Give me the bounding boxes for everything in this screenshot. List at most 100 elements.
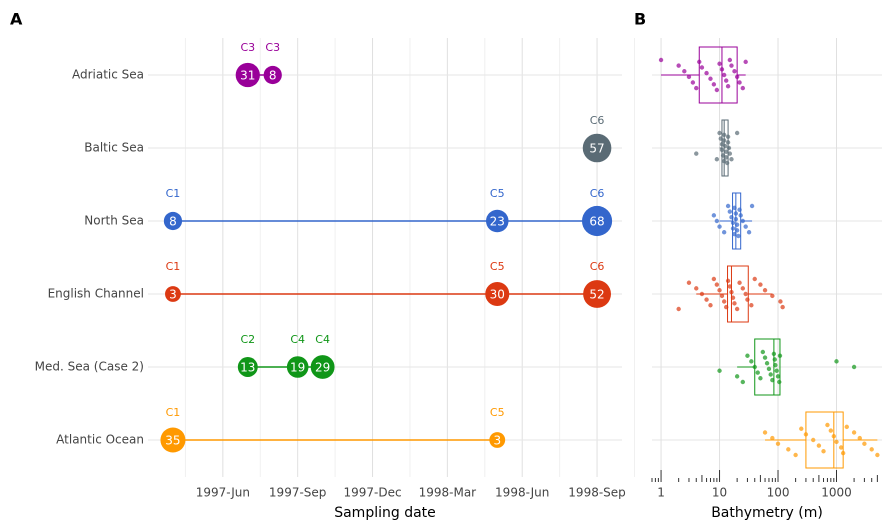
- x-tick-label: 1998-Mar: [419, 486, 477, 500]
- x-axis-title: Bathymetry (m): [711, 505, 823, 521]
- point: [734, 222, 740, 227]
- cruise-label: C5: [490, 260, 505, 273]
- cruise-label: C3: [265, 41, 280, 54]
- box: [805, 411, 844, 469]
- point: [733, 216, 739, 222]
- data-label: 23: [490, 215, 505, 229]
- cruise-label: C4: [290, 333, 305, 346]
- point: [727, 57, 733, 63]
- point: [582, 133, 612, 163]
- point: [717, 224, 722, 229]
- point: [740, 379, 746, 385]
- point: [730, 220, 736, 226]
- y-tick-label: Atlantic Ocean: [56, 433, 144, 447]
- point: [777, 353, 783, 358]
- point: [743, 59, 748, 65]
- point: [711, 213, 717, 218]
- point: [724, 304, 729, 310]
- point: [736, 233, 741, 239]
- point: [778, 299, 783, 304]
- point: [719, 147, 725, 153]
- point: [770, 293, 775, 299]
- point: [724, 160, 730, 166]
- point: [831, 434, 837, 439]
- point: [768, 372, 773, 377]
- cruise-label: C5: [490, 187, 505, 200]
- point: [708, 303, 713, 308]
- point: [740, 85, 746, 91]
- data-label: 30: [490, 288, 505, 302]
- point: [774, 368, 779, 373]
- point: [694, 286, 699, 291]
- point: [755, 370, 760, 375]
- point: [719, 293, 725, 299]
- point: [725, 203, 731, 209]
- point: [764, 361, 770, 366]
- y-tick-label: North Sea: [84, 214, 144, 228]
- x-tick-label: 1: [657, 486, 665, 500]
- point: [686, 280, 692, 285]
- point: [745, 297, 750, 302]
- cruise-label: C4: [315, 333, 330, 346]
- point: [752, 276, 757, 282]
- y-tick-label: Med. Sea (Case 2): [35, 360, 144, 374]
- point: [714, 87, 720, 93]
- data-label: 52: [589, 288, 604, 302]
- point: [714, 282, 720, 287]
- point: [857, 435, 862, 441]
- point: [825, 422, 830, 428]
- point: [851, 364, 857, 370]
- point: [777, 379, 782, 385]
- point: [732, 301, 737, 306]
- point: [770, 435, 775, 441]
- point: [581, 205, 613, 237]
- point: [727, 284, 733, 289]
- point: [723, 143, 728, 149]
- cruise-label: C5: [490, 406, 505, 419]
- point: [740, 286, 746, 291]
- point: [758, 282, 763, 287]
- point: [718, 136, 723, 141]
- point: [704, 297, 709, 302]
- point: [235, 62, 260, 88]
- point: [844, 424, 849, 430]
- y-tick-label: Baltic Sea: [84, 141, 144, 155]
- point: [737, 80, 742, 85]
- data-label: 57: [589, 142, 604, 156]
- data-label: 31: [240, 69, 255, 83]
- y-tick-label: Adriatic Sea: [72, 68, 144, 82]
- point: [725, 140, 731, 145]
- point: [729, 63, 734, 68]
- data-label: 3: [493, 434, 501, 448]
- point: [237, 357, 258, 377]
- point: [163, 211, 183, 231]
- point: [690, 80, 696, 85]
- x-tick-label: 1000: [821, 486, 852, 500]
- point: [734, 74, 740, 80]
- point: [726, 145, 732, 151]
- point: [746, 230, 752, 235]
- y-tick-label: English Channel: [48, 287, 144, 301]
- point: [811, 437, 816, 443]
- point: [834, 439, 839, 445]
- point: [686, 74, 692, 80]
- point: [704, 70, 709, 76]
- point: [727, 209, 733, 214]
- x-tick-label: 1997-Dec: [343, 486, 401, 500]
- point: [760, 349, 766, 355]
- point: [286, 356, 309, 378]
- point: [730, 226, 736, 231]
- point: [732, 231, 737, 237]
- point: [737, 280, 742, 285]
- cruise-label: C1: [166, 187, 181, 200]
- data-label: 13: [240, 361, 255, 375]
- panel-title: B: [634, 10, 646, 29]
- point: [721, 230, 727, 235]
- point: [699, 65, 705, 70]
- point: [727, 151, 733, 156]
- point: [729, 215, 734, 220]
- cruise-label: C6: [590, 187, 605, 200]
- point: [775, 374, 781, 379]
- x-tick-label: 1998-Sep: [568, 486, 626, 500]
